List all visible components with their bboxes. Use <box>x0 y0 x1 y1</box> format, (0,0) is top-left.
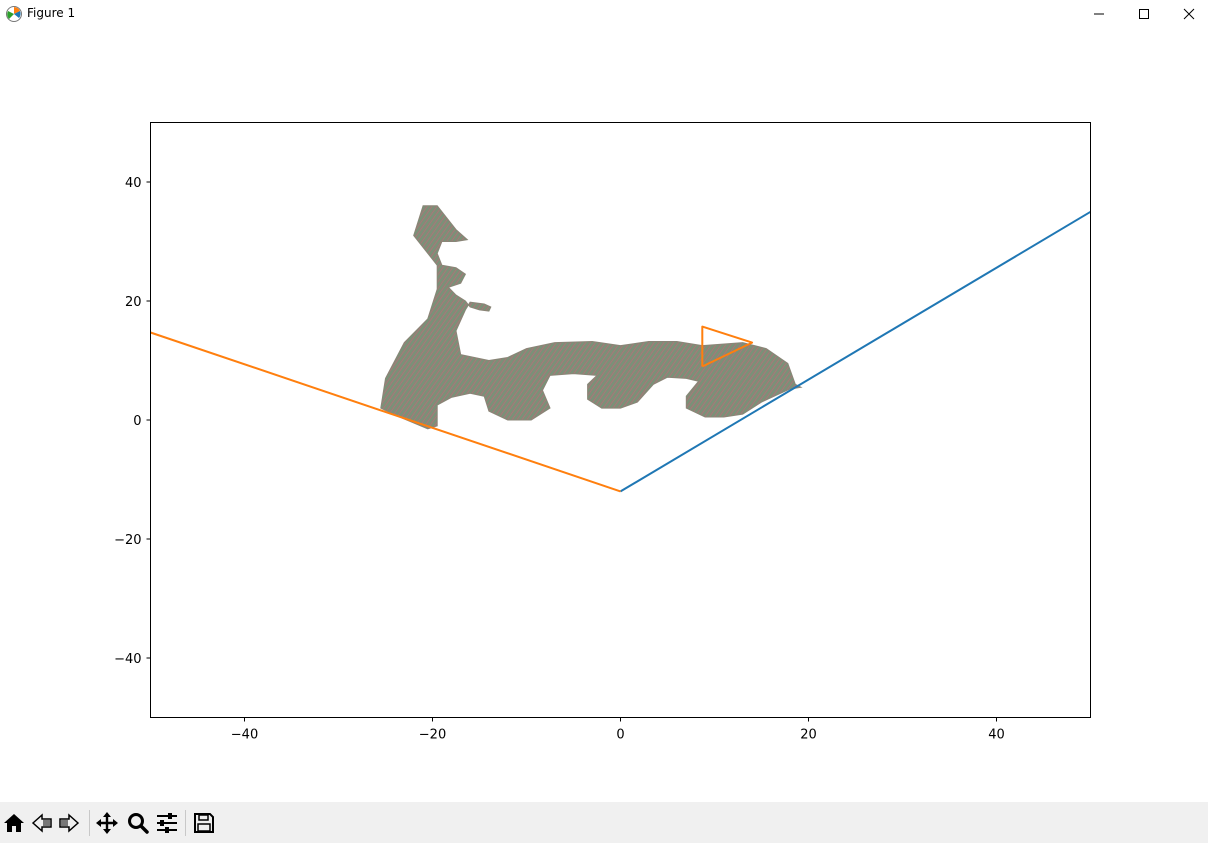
toolbar-separator <box>89 810 90 836</box>
matplotlib-app-icon <box>6 6 22 22</box>
save-button[interactable] <box>192 811 216 835</box>
x-tick-label: −40 <box>231 728 258 743</box>
filled-shape <box>380 205 803 430</box>
configure-subplots-button[interactable] <box>155 811 179 835</box>
x-tick-label: 0 <box>616 728 624 743</box>
forward-button[interactable] <box>57 811 81 835</box>
minimize-icon <box>1094 13 1104 15</box>
title-bar: Figure 1 <box>0 0 1208 28</box>
y-tick-label: 20 <box>125 295 142 310</box>
zoom-button[interactable] <box>126 811 150 835</box>
figure-canvas[interactable]: −40 −20 0 20 40 40 20 0 −20 −40 <box>0 28 1208 802</box>
x-tick-label: 20 <box>800 728 817 743</box>
back-arrow-icon <box>31 813 52 833</box>
close-button[interactable] <box>1166 0 1208 28</box>
pan-move-icon <box>96 812 118 834</box>
maximize-icon <box>1139 9 1149 19</box>
toolbar-separator <box>185 810 186 836</box>
configure-subplots-icon <box>157 813 177 833</box>
plot-svg: −40 −20 0 20 40 40 20 0 −20 −40 <box>114 122 1091 743</box>
back-button[interactable] <box>30 811 54 835</box>
forward-arrow-icon <box>59 813 80 833</box>
x-tick-label: 40 <box>988 728 1005 743</box>
minimize-button[interactable] <box>1076 0 1122 28</box>
y-tick-label: −20 <box>114 533 141 548</box>
y-tick-label: −40 <box>114 652 141 667</box>
series-line-2 <box>150 331 621 493</box>
navigation-toolbar <box>0 802 1208 843</box>
y-tick-label: 0 <box>133 414 141 429</box>
zoom-magnifier-icon <box>128 813 149 834</box>
save-floppy-icon <box>194 813 214 833</box>
series-line-1 <box>619 210 1091 493</box>
window-title: Figure 1 <box>27 6 76 20</box>
pan-button[interactable] <box>95 811 119 835</box>
home-icon <box>4 814 24 832</box>
home-button[interactable] <box>2 811 26 835</box>
close-icon <box>1183 8 1195 20</box>
y-tick-label: 40 <box>125 176 142 191</box>
x-tick-label: −20 <box>419 728 446 743</box>
axes-frame <box>150 122 1091 718</box>
maximize-button[interactable] <box>1121 0 1167 28</box>
series-line-3 <box>701 325 754 368</box>
